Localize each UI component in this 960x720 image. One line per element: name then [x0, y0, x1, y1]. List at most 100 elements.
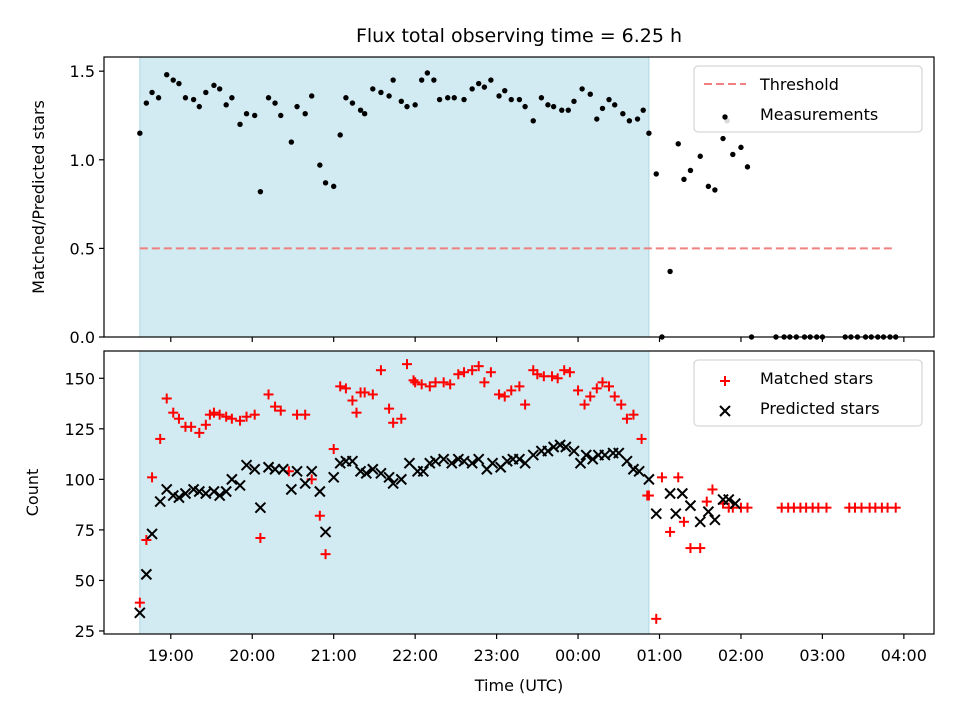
x-stroke-b: [226, 473, 238, 486]
legend-measurement-swatch: [722, 114, 728, 120]
predicted-star-point: [437, 453, 450, 465]
predicted-star-point: [729, 497, 741, 510]
matched-star-point: [621, 413, 632, 424]
x-stroke-b: [729, 497, 741, 510]
measurement-point: [436, 96, 443, 103]
matched-star-point: [221, 411, 232, 422]
predicted-star-point: [709, 514, 721, 526]
predicted-star-point: [486, 457, 499, 469]
x-stroke-b: [621, 455, 633, 467]
measurement-point: [378, 89, 384, 96]
x-stroke-b: [248, 463, 261, 475]
predicted-star-point: [375, 467, 387, 480]
predicted-star-point: [146, 528, 158, 540]
predicted-star-point: [277, 463, 289, 475]
matched-star-point: [609, 391, 620, 402]
predicted-star-point: [568, 445, 580, 457]
y-tick-label: 50: [75, 571, 95, 590]
matched-star-point: [396, 413, 407, 424]
predicted-star-point: [134, 607, 146, 619]
legend-box: [693, 359, 923, 427]
predicted-star-point: [676, 487, 689, 500]
x-stroke-b: [193, 485, 206, 498]
predicted-star-point: [285, 483, 298, 496]
matched-star-point: [564, 367, 575, 378]
x-stroke-b: [161, 483, 173, 496]
y-tick-label: 150: [64, 369, 95, 388]
x-tick-label: 00:00: [555, 646, 601, 665]
measurement-point: [720, 135, 726, 142]
x-stroke-b: [173, 491, 185, 504]
matched-star-point: [161, 393, 172, 404]
measurement-point: [343, 95, 349, 101]
measurement-point: [223, 102, 229, 108]
matched-star-point: [384, 403, 395, 414]
matched-star-point: [367, 389, 378, 400]
predicted-star-point: [458, 455, 470, 467]
x-stroke-b: [684, 499, 697, 512]
x-stroke-b: [580, 449, 592, 461]
matched-star-point: [263, 389, 274, 400]
y-tick-label: 75: [75, 521, 95, 540]
matched-star-point: [585, 391, 596, 402]
measurement-point: [176, 80, 182, 87]
x-stroke-b: [240, 459, 253, 471]
matched-star-point: [200, 419, 211, 430]
x-stroke-b: [134, 607, 146, 619]
predicted-star-point: [248, 463, 261, 475]
matched-star-point: [424, 381, 435, 392]
measurement-point: [265, 95, 272, 101]
measurement-point: [475, 80, 482, 87]
matched-star-point: [651, 613, 662, 624]
matched-star-point: [695, 543, 706, 554]
measurement-point: [386, 93, 392, 99]
x-stroke-b: [387, 477, 399, 490]
predicted-star-point: [723, 493, 735, 506]
matched-star-point: [168, 407, 179, 418]
x-stroke-b: [676, 487, 689, 500]
predicted-star-point: [587, 453, 599, 465]
measurement-point: [744, 164, 751, 170]
predicted-star-point: [694, 516, 706, 528]
measurement-point: [738, 144, 744, 151]
measurement-point: [361, 111, 368, 117]
measurement-point: [620, 111, 626, 117]
measurement-point: [317, 162, 323, 168]
measurement-point: [634, 116, 641, 122]
matched-star-point: [685, 543, 696, 554]
predicted-star-point: [417, 465, 430, 477]
x-stroke-b: [383, 471, 395, 484]
predicted-star-point: [254, 501, 267, 514]
matched-star-point: [173, 413, 184, 424]
predicted-star-point: [395, 473, 408, 486]
matched-star-point: [402, 359, 413, 370]
legend: Threshold Measurements: [693, 65, 923, 133]
measurement-point: [612, 102, 618, 108]
matched-star-point: [445, 379, 456, 390]
measurement-point: [599, 105, 606, 112]
matched-star-point: [591, 383, 602, 394]
predicted-star-point: [140, 568, 153, 581]
matched-star-point: [656, 472, 667, 483]
x-stroke-b: [599, 449, 611, 461]
legend-predicted-swatch: [719, 405, 731, 417]
measurement-point: [398, 98, 405, 105]
matched-star-point: [616, 399, 627, 410]
x-stroke-b: [262, 461, 275, 473]
x-tick-label: 21:00: [311, 646, 357, 665]
measurement-point: [712, 187, 718, 193]
matched-star-point: [636, 433, 647, 444]
x-stroke-b: [574, 457, 587, 469]
x-stroke-b: [234, 479, 246, 492]
matched-star-point: [467, 365, 478, 376]
measurement-point: [640, 107, 646, 113]
measurement-point: [278, 112, 284, 119]
panel-frame: [103, 56, 935, 338]
predicted-star-point: [367, 463, 379, 475]
measurement-point: [190, 96, 197, 103]
predicted-star-point: [346, 455, 359, 467]
measurement-point: [508, 96, 514, 103]
predicted-star-point: [213, 489, 226, 502]
measurement-point: [451, 95, 457, 101]
